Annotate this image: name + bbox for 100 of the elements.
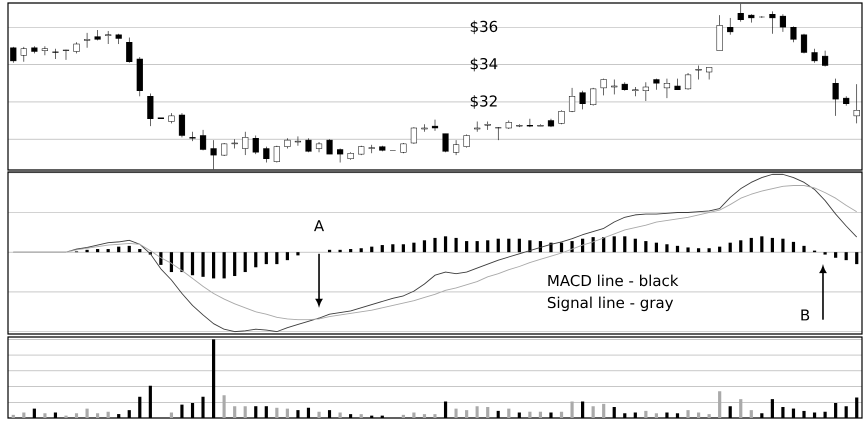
candlestick: [284, 138, 290, 149]
bar: [233, 252, 236, 276]
bar: [74, 413, 78, 418]
candlestick: [653, 78, 660, 90]
bar: [560, 412, 564, 418]
bar: [222, 252, 226, 278]
candlestick: [452, 140, 460, 156]
candlestick: [116, 33, 122, 44]
candlestick: [811, 48, 818, 64]
bar: [476, 406, 479, 418]
candlestick: [780, 14, 786, 32]
bar: [538, 412, 542, 418]
candlestick: [221, 142, 228, 156]
bar: [708, 248, 711, 252]
bar: [444, 236, 448, 252]
bar: [254, 252, 258, 268]
annotation: MACD line - black: [548, 274, 678, 286]
bar: [422, 414, 426, 418]
bar: [696, 248, 700, 252]
candlestick: [600, 78, 607, 96]
bar: [644, 241, 648, 252]
candlestick: [664, 78, 670, 98]
bar: [296, 252, 300, 256]
candlestick: [464, 134, 470, 148]
candlestick: [126, 37, 132, 64]
bar: [486, 406, 490, 418]
bar: [496, 238, 500, 252]
candlestick: [410, 126, 418, 144]
bar: [696, 412, 700, 418]
bar: [654, 242, 658, 252]
bar: [760, 236, 764, 252]
bar: [602, 237, 606, 252]
candlestick: [62, 49, 70, 60]
bar: [654, 413, 658, 418]
bar: [43, 413, 47, 418]
bar: [465, 241, 468, 252]
bar: [486, 240, 490, 252]
candlestick: [232, 138, 238, 149]
bar: [233, 406, 236, 418]
bar: [686, 410, 690, 418]
bar: [12, 414, 15, 418]
bar: [750, 410, 753, 418]
candlestick: [695, 65, 702, 80]
candlestick: [558, 110, 565, 125]
bar: [592, 406, 595, 418]
bar: [286, 252, 289, 260]
candlestick: [495, 126, 502, 140]
bar: [634, 238, 637, 252]
bar: [476, 241, 479, 252]
bar: [402, 414, 405, 418]
bar: [22, 412, 26, 418]
bar: [781, 238, 785, 252]
candlestick: [674, 78, 681, 90]
candlestick: [854, 84, 860, 124]
candlestick: [200, 130, 206, 151]
bar: [623, 236, 626, 252]
candlestick: [294, 136, 302, 146]
bar: [507, 238, 510, 252]
bar: [454, 408, 458, 418]
candlestick: [590, 88, 596, 106]
bar: [644, 410, 648, 418]
candlestick: [800, 33, 808, 54]
candlestick: [316, 142, 322, 153]
bar: [338, 412, 342, 418]
bar: [728, 242, 732, 252]
candlestick: [305, 138, 312, 153]
bar: [275, 408, 278, 418]
bar: [708, 414, 711, 418]
bar: [138, 249, 142, 252]
bar: [739, 240, 742, 252]
candlestick: [252, 135, 259, 154]
candlestick: [421, 124, 428, 132]
candlestick: [337, 148, 344, 163]
bar: [718, 246, 722, 252]
candlestick: [568, 88, 576, 112]
candlestick: [105, 30, 112, 44]
bar: [792, 242, 796, 252]
candlestick: [84, 32, 90, 48]
candlestick: [769, 11, 776, 34]
candlestick: [727, 18, 734, 36]
bar: [286, 408, 289, 418]
bar: [370, 246, 374, 252]
candlestick: [474, 121, 480, 132]
candlestick: [432, 119, 438, 132]
candlestick: [400, 142, 406, 154]
candlestick: [326, 138, 333, 154]
bar: [96, 413, 100, 418]
candlestick: [20, 46, 27, 62]
bar: [360, 248, 363, 252]
y-tick-label: $36: [470, 20, 498, 34]
candlestick: [611, 79, 618, 95]
bar: [201, 252, 205, 277]
candlestick: [822, 50, 828, 67]
bar: [244, 252, 247, 272]
bar: [433, 414, 437, 418]
bar: [834, 252, 838, 258]
bar: [528, 412, 532, 418]
candlestick: [706, 67, 712, 80]
candlestick: [168, 112, 175, 124]
candlestick: [580, 90, 586, 110]
